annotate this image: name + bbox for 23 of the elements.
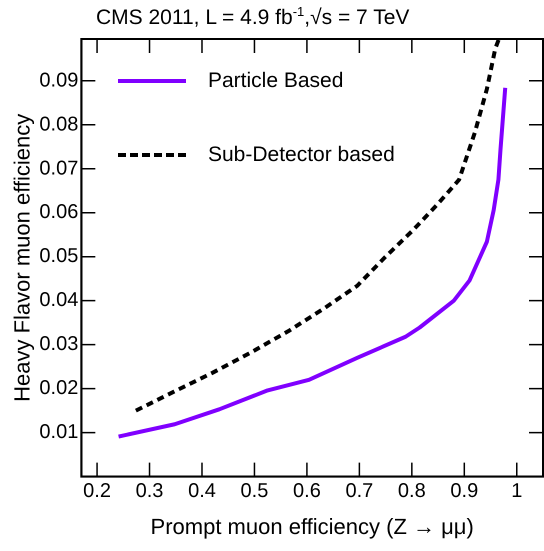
x-tick-label: 0.5 (240, 480, 268, 502)
y-tick-label: 0.05 (39, 245, 78, 268)
y-tick-label: 0.01 (39, 421, 78, 444)
x-tick-label: 0.9 (450, 480, 478, 502)
x-tick-label: 0.2 (83, 480, 111, 502)
x-tick-label: 0.3 (136, 480, 164, 502)
y-tick-label: 0.09 (39, 69, 78, 92)
y-tick-label: 0.07 (39, 157, 78, 180)
y-tick-label: 0.03 (39, 333, 78, 356)
y-tick-label: 0.02 (39, 377, 78, 400)
y-tick-label: 0.04 (39, 289, 78, 312)
y-tick-label: 0.06 (39, 201, 78, 224)
x-axis-title: Prompt muon efficiency (Z → μμ) (150, 514, 474, 539)
legend-label: Particle Based (208, 69, 344, 93)
x-tick-label: 0.8 (398, 480, 426, 502)
x-tick-label: 0.7 (345, 480, 374, 502)
chart-title: CMS 2011, L = 4.9 fb$^{-1}$,√s = 7 TeV (96, 4, 410, 30)
y-tick-label: 0.08 (39, 113, 78, 136)
x-tick-label: 0.6 (293, 480, 321, 502)
legend-label: Sub-Detector based (208, 143, 395, 167)
y-axis-title: Heavy Flavor muon efficiency (9, 114, 34, 402)
x-tick-label: 0.4 (188, 480, 216, 502)
x-tick-label: 1 (511, 480, 522, 502)
